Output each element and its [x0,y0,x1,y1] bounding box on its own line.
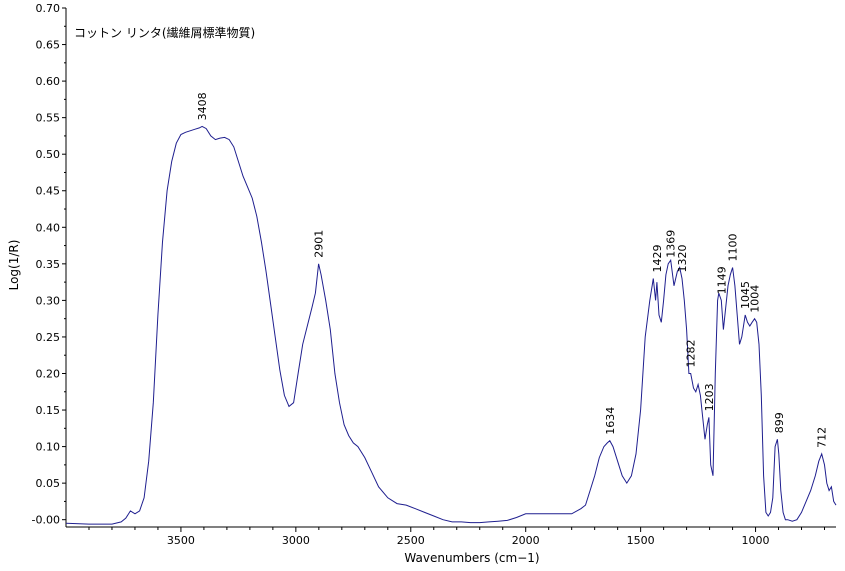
peak-label: 1429 [651,245,664,273]
chart-axes [65,8,836,528]
y-axis-title: Log(1/R) [7,240,21,291]
peak-label: 1634 [604,407,617,435]
y-tick-label: 0.20 [36,367,61,380]
x-tick-label: 1500 [627,534,655,547]
peak-label: 1004 [749,285,762,313]
spectrum-series-line [65,125,837,525]
peak-label: 2901 [313,230,326,258]
x-axis-ticks: 3500 3000 2500 2000 1500 1000 [88,527,826,547]
y-tick-label: 0.25 [36,331,61,344]
x-tick-label: 2500 [397,534,425,547]
x-tick-label: 3000 [282,534,310,547]
y-tick-label: -0.00 [32,514,60,527]
y-tick-label: 0.55 [36,112,61,125]
peak-label: 1282 [685,340,698,368]
x-tick-label: 1000 [742,534,770,547]
peak-label: 1203 [703,383,716,411]
peak-label: 1149 [715,266,728,294]
x-axis-title: Wavenumbers (cm−1) [404,551,539,565]
y-tick-label: 0.60 [36,75,61,88]
y-tick-label: 0.40 [36,221,61,234]
peak-label: 899 [773,412,786,433]
y-tick-label: 0.45 [36,185,61,198]
y-tick-label: 0.70 [36,2,61,15]
y-tick-label: 0.30 [36,294,61,307]
y-axis-ticks: -0.00 0.05 0.10 0.15 0.20 0.25 0.30 0.35 0.40 0.4… [32,2,66,527]
peak-label: 3408 [196,92,209,120]
y-tick-label: 0.65 [36,39,61,52]
peak-label: 1369 [665,230,678,258]
y-tick-label: 0.50 [36,148,61,161]
peak-label: 1320 [676,245,689,273]
x-tick-label: 2000 [512,534,540,547]
y-tick-label: 0.35 [36,258,61,271]
chart-title: コットン リンタ(繊維屑標準物質) [74,25,255,40]
peak-label: 1100 [727,234,740,262]
y-tick-label: 0.10 [36,441,61,454]
peak-label: 1045 [739,281,752,309]
peak-label: 712 [816,427,829,448]
x-tick-label: 3500 [167,534,195,547]
y-tick-label: 0.05 [36,477,61,490]
y-tick-label: 0.15 [36,404,61,417]
